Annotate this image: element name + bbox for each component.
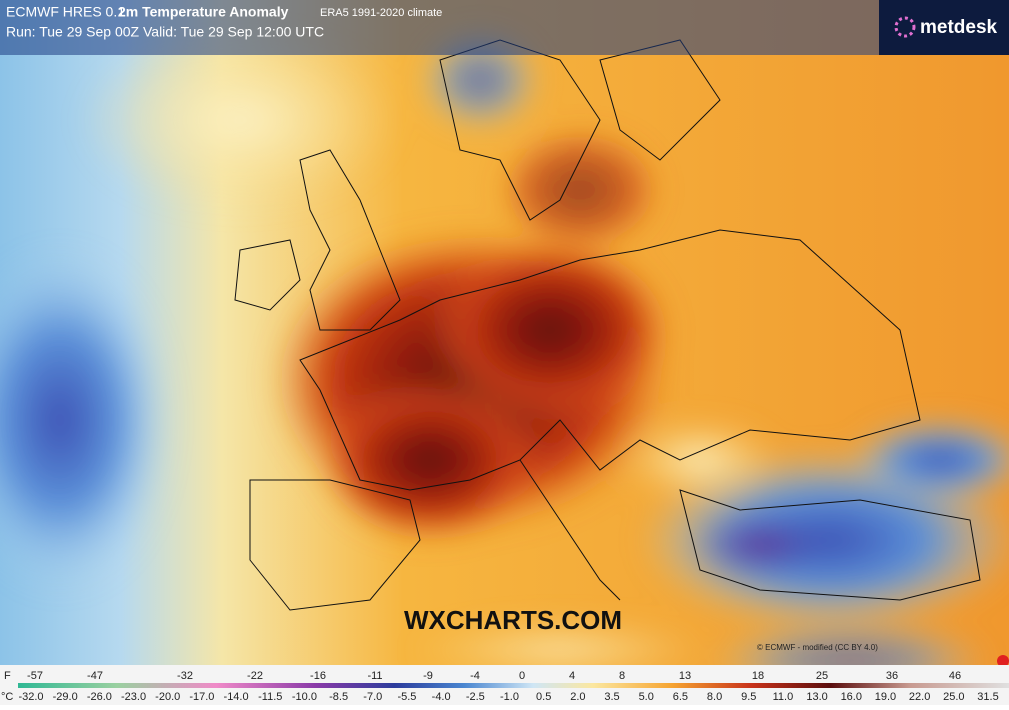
c-label: -11.5 bbox=[258, 691, 282, 703]
f-label: 8 bbox=[619, 670, 625, 682]
c-label: -1.0 bbox=[500, 691, 519, 703]
f-label: 25 bbox=[816, 670, 828, 682]
f-label: -4 bbox=[470, 670, 480, 682]
watermark: WXCHARTS.COM bbox=[404, 605, 622, 635]
c-label: 6.5 bbox=[673, 691, 688, 703]
c-label: -7.0 bbox=[363, 691, 382, 703]
c-label: -32.0 bbox=[18, 691, 43, 703]
header-climate: ERA5 1991-2020 climate bbox=[320, 7, 442, 19]
colorbar-labels: -57 -47 -32 -22 -16 -11 -9 -4 0 4 8 13 18 25 36 46 -32.0… bbox=[18, 670, 998, 703]
c-unit: °C bbox=[1, 691, 13, 703]
c-label: 25.0 bbox=[943, 691, 964, 703]
c-label: 3.5 bbox=[604, 691, 619, 703]
c-label: 11.0 bbox=[773, 691, 794, 703]
f-label: -22 bbox=[247, 670, 263, 682]
f-label: 13 bbox=[679, 670, 691, 682]
marker bbox=[997, 655, 1009, 667]
c-label: -17.0 bbox=[189, 691, 214, 703]
f-label: 0 bbox=[519, 670, 525, 682]
c-label: -8.5 bbox=[329, 691, 348, 703]
c-label: 13.0 bbox=[806, 691, 827, 703]
c-label: -5.5 bbox=[397, 691, 416, 703]
logo-text: metdesk bbox=[920, 17, 998, 38]
header-run: Run: Tue 29 Sep 00Z Valid: Tue 29 Sep 12… bbox=[6, 24, 324, 40]
c-label: 9.5 bbox=[741, 691, 756, 703]
f-label: 46 bbox=[949, 670, 961, 682]
c-label: -10.0 bbox=[292, 691, 317, 703]
c-label: -2.5 bbox=[466, 691, 485, 703]
logo-box bbox=[879, 0, 1009, 55]
c-label: 16.0 bbox=[841, 691, 862, 703]
c-label: -23.0 bbox=[121, 691, 146, 703]
f-label: -9 bbox=[423, 670, 433, 682]
f-label: 18 bbox=[752, 670, 764, 682]
coastlines bbox=[234, 39, 981, 611]
colorbar bbox=[18, 683, 1009, 688]
f-label: -47 bbox=[87, 670, 103, 682]
c-label: 8.0 bbox=[707, 691, 722, 703]
header-band bbox=[0, 0, 1009, 55]
f-label: -16 bbox=[310, 670, 326, 682]
c-label: 2.0 bbox=[570, 691, 585, 703]
f-label: -32 bbox=[177, 670, 193, 682]
f-unit: F bbox=[4, 670, 11, 682]
f-label: -11 bbox=[367, 670, 382, 682]
f-label: 36 bbox=[886, 670, 898, 682]
f-label: 4 bbox=[569, 670, 575, 682]
c-label: -14.0 bbox=[224, 691, 249, 703]
f-label: -57 bbox=[27, 670, 43, 682]
c-label: -20.0 bbox=[155, 691, 180, 703]
c-label: 5.0 bbox=[639, 691, 654, 703]
c-label: 22.0 bbox=[909, 691, 930, 703]
c-label: 31.5 bbox=[977, 691, 998, 703]
c-label: -4.0 bbox=[432, 691, 451, 703]
credit: © ECMWF - modified (CC BY 4.0) bbox=[757, 643, 878, 652]
c-label: 0.5 bbox=[536, 691, 551, 703]
c-label: -29.0 bbox=[53, 691, 78, 703]
logo-icon bbox=[894, 16, 916, 38]
header-title: 2m Temperature Anomaly bbox=[118, 4, 289, 20]
header-model: ECMWF HRES 0.1 bbox=[6, 4, 125, 20]
c-label: -26.0 bbox=[87, 691, 112, 703]
c-label: 19.0 bbox=[875, 691, 896, 703]
